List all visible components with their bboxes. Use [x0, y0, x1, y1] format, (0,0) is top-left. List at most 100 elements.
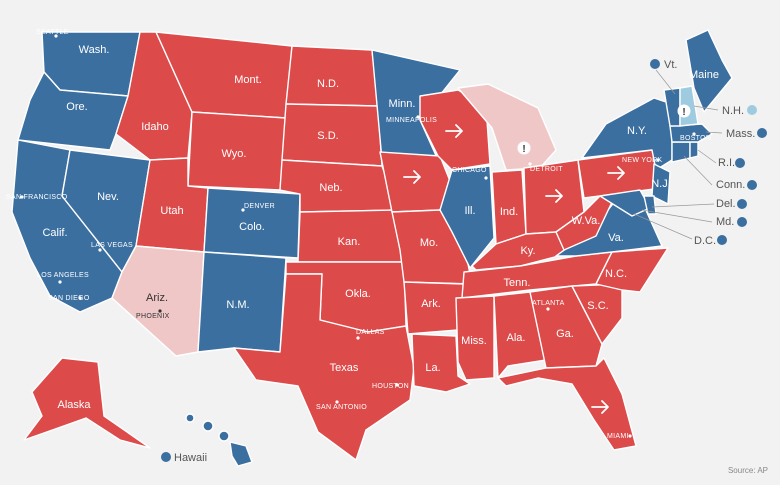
- state-nj[interactable]: [651, 163, 671, 205]
- leader-vt: [655, 69, 676, 95]
- label-il: Ill.: [465, 205, 476, 217]
- state-mn[interactable]: [371, 49, 461, 161]
- city-seattle: SEATTLE: [36, 29, 69, 36]
- city-dot-miami: [628, 434, 632, 438]
- side-dot-md: [737, 217, 747, 227]
- city-dot-new-york: [656, 158, 660, 162]
- alert-mark-nh: !: [682, 107, 685, 118]
- label-co: Colo.: [239, 221, 265, 233]
- side-label-md: Md.: [716, 216, 734, 228]
- city-dot-san-antonio: [335, 400, 339, 404]
- city-boston: BOSTON: [680, 135, 711, 142]
- side-dot-ct: [747, 180, 757, 190]
- city-los-angeles: LOS ANGELES: [37, 272, 89, 279]
- side-label-dc: D.C.: [694, 235, 716, 247]
- label-mo: Mo.: [420, 237, 438, 249]
- label-nj: N.J.: [651, 178, 671, 190]
- state-ga[interactable]: [529, 285, 603, 369]
- city-dot-phoenix: [158, 309, 162, 313]
- label-la: La.: [425, 362, 440, 374]
- state-il[interactable]: [439, 165, 495, 269]
- city-dot-san-francisco: [20, 195, 24, 199]
- state-la[interactable]: [411, 333, 471, 393]
- flip-arrow-icon-oh: [545, 189, 563, 203]
- side-dot-dc: [717, 235, 727, 245]
- label-va: Va.: [608, 232, 624, 244]
- state-fl[interactable]: [497, 357, 637, 451]
- side-dot-vt: [650, 59, 660, 69]
- city-dot-minneapolis: [416, 115, 420, 119]
- alert-icon-nh: [677, 104, 691, 118]
- label-ut: Utah: [160, 205, 183, 217]
- label-or: Ore.: [66, 101, 87, 113]
- city-dot-denver: [241, 208, 245, 212]
- city-dallas: DALLAS: [356, 329, 385, 336]
- alert-mark-mi: !: [522, 144, 525, 155]
- leader-ma: [705, 131, 723, 134]
- alert-icon-mi: [517, 141, 531, 155]
- label-ms: Miss.: [461, 335, 487, 347]
- leader-dc: [633, 213, 693, 240]
- city-miami: MIAMI: [607, 433, 629, 440]
- side-label-vt: Vt.: [664, 59, 677, 71]
- label-tx: Texas: [330, 362, 359, 374]
- city-dot-las-vegas: [98, 248, 102, 252]
- side-dot-ma: [757, 128, 767, 138]
- city-atlanta: ATLANTA: [532, 300, 565, 307]
- label-tn: Tenn.: [504, 277, 531, 289]
- city-dot-houston: [395, 383, 399, 387]
- state-nc[interactable]: [595, 247, 669, 293]
- label-nd: N.D.: [317, 78, 339, 90]
- city-dot-chicago: [484, 176, 488, 180]
- label-mt: Mont.: [234, 74, 262, 86]
- label-al: Ala.: [507, 332, 526, 344]
- state-hi[interactable]: [185, 413, 253, 467]
- label-id: Idaho: [141, 121, 169, 133]
- state-ms[interactable]: [455, 295, 495, 381]
- city-detroit: DETROIT: [530, 166, 563, 173]
- city-dot-seattle: [54, 34, 58, 38]
- side-dot-de: [737, 199, 747, 209]
- label-ok: Okla.: [345, 288, 371, 300]
- side-label-ct: Conn.: [716, 179, 745, 191]
- leader-md: [641, 209, 713, 223]
- state-nd[interactable]: [285, 45, 379, 107]
- label-az: Ariz.: [146, 292, 168, 304]
- city-minneapolis: MINNEAPOLIS: [386, 117, 437, 124]
- side-label-ma: Mass.: [726, 128, 755, 140]
- label-nv: Nev.: [97, 191, 119, 203]
- label-me: Maine: [689, 69, 719, 81]
- label-ky: Ky.: [520, 245, 535, 257]
- city-phoenix: PHOENIX: [136, 313, 170, 320]
- side-dot-hi: [161, 452, 171, 462]
- state-al[interactable]: [493, 291, 547, 379]
- label-ga: Ga.: [556, 328, 574, 340]
- city-dot-san-diego: [78, 296, 82, 300]
- leader-ri: [697, 149, 717, 164]
- city-dot-detroit: [528, 162, 532, 166]
- city-san-diego: SAN DIEGO: [48, 295, 90, 302]
- state-or[interactable]: [17, 71, 129, 151]
- flip-arrow-icon-ia: [403, 170, 421, 184]
- city-las-vegas: LAS VEGAS: [91, 242, 133, 249]
- side-label-nh: N.H.: [722, 105, 744, 117]
- label-wa: Wash.: [79, 44, 110, 56]
- state-mi[interactable]: [457, 83, 557, 171]
- label-nc: N.C.: [605, 268, 627, 280]
- city-dot-atlanta: [546, 307, 550, 311]
- leader-de: [651, 203, 715, 208]
- state-tx[interactable]: [233, 273, 415, 461]
- label-ak: Alaska: [57, 399, 91, 411]
- side-dot-nh: [747, 105, 757, 115]
- label-nm: N.M.: [226, 299, 249, 311]
- state-me[interactable]: [685, 29, 733, 113]
- city-dot-boston: [692, 132, 696, 136]
- state-ak[interactable]: [23, 357, 151, 449]
- state-ri[interactable]: [689, 141, 699, 159]
- state-de[interactable]: [643, 195, 657, 215]
- side-label-hi: Hawaii: [174, 452, 207, 464]
- flip-arrow-icon-pa: [607, 166, 625, 180]
- leader-nh: [693, 105, 719, 111]
- label-wy: Wyo.: [222, 148, 247, 160]
